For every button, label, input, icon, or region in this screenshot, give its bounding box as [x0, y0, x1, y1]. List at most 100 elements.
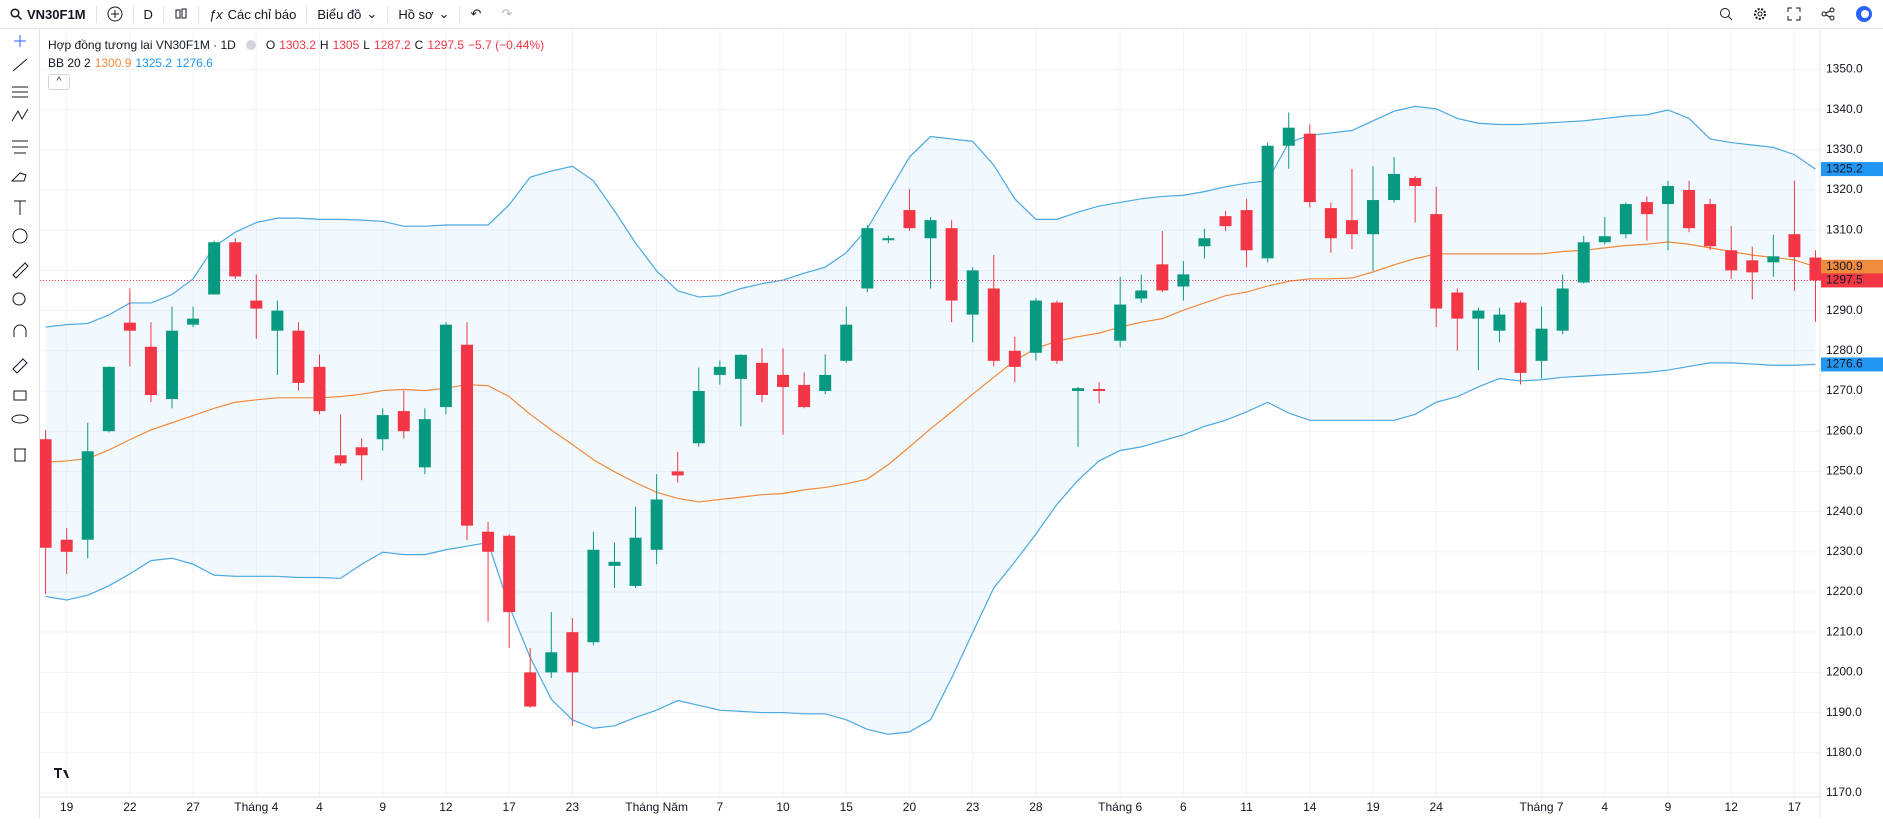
chart-style[interactable]	[164, 5, 199, 23]
share[interactable]	[1811, 5, 1845, 23]
emoji-tool[interactable]	[12, 228, 28, 244]
bb-middle: 1300.9	[94, 56, 132, 70]
y-tick-label: 1180.0	[1826, 745, 1862, 759]
indicators[interactable]: ƒx Các chỉ báo	[199, 5, 308, 23]
candle-body	[777, 374, 790, 387]
symbol: VN30F1M	[27, 6, 86, 22]
x-tick-label: 17	[1788, 800, 1802, 814]
candle-body	[566, 632, 579, 673]
visibility-tool[interactable]	[11, 414, 29, 424]
crosshair-tool[interactable]	[14, 35, 26, 47]
candle-body	[1514, 302, 1527, 373]
text-tool[interactable]	[14, 200, 26, 215]
candle-body	[1029, 300, 1042, 353]
candle-body	[334, 455, 347, 464]
fx-icon: ƒx	[208, 6, 223, 22]
bb-upper: 1325.2	[135, 56, 173, 70]
redo[interactable]: ↷	[491, 5, 522, 23]
x-tick-label: 19	[60, 800, 74, 814]
candle-body	[313, 366, 326, 412]
close-key: C	[414, 38, 424, 52]
trash-tool[interactable]	[14, 448, 26, 462]
watermark-logo	[54, 768, 69, 778]
candle-body	[1388, 173, 1401, 201]
candle-body	[671, 471, 684, 476]
candle-body	[1746, 260, 1759, 273]
candle-body	[1072, 388, 1085, 391]
candle-body	[1704, 204, 1717, 247]
legend-title: Hợp đồng tương lai VN30F1M · 1D	[48, 38, 236, 52]
price-tag	[1821, 357, 1883, 372]
candle-body	[903, 210, 916, 229]
candle-body	[208, 242, 221, 295]
price-tag-label: 1300.9	[1826, 259, 1863, 273]
undo[interactable]: ↶	[460, 5, 491, 23]
collapse-button[interactable]: ^	[48, 74, 70, 90]
candle-body	[1409, 177, 1422, 186]
candle-body	[1282, 127, 1295, 146]
lock-tool[interactable]	[13, 390, 27, 401]
chart-menu[interactable]: Biểu đồ ⌄	[307, 5, 389, 23]
ruler-tool[interactable]	[12, 262, 29, 279]
magnet-tool[interactable]	[13, 324, 27, 337]
lock-draw-tool[interactable]	[12, 358, 28, 374]
y-tick-label: 1260.0	[1826, 423, 1863, 437]
settings[interactable]	[1743, 5, 1777, 23]
logo[interactable]	[1845, 5, 1883, 23]
candle-body	[734, 354, 747, 379]
y-tick-label: 1220.0	[1826, 584, 1863, 598]
pattern-tool[interactable]	[11, 108, 29, 122]
fullscreen-icon	[1787, 7, 1801, 21]
fullscreen[interactable]	[1777, 5, 1811, 23]
zoom-tool[interactable]	[12, 292, 26, 306]
x-tick-label: 12	[439, 800, 453, 814]
candle-body	[60, 539, 73, 552]
candle-body	[355, 447, 368, 456]
projection-tool[interactable]	[12, 140, 28, 154]
y-tick-label: 1350.0	[1826, 62, 1863, 76]
tool-icons	[10, 35, 29, 462]
y-tick-label: 1280.0	[1826, 343, 1863, 357]
open-key: O	[265, 38, 276, 52]
candle-body	[1008, 350, 1021, 367]
plus-icon	[107, 6, 123, 22]
candle-icon	[175, 8, 187, 19]
y-tick-label: 1330.0	[1826, 142, 1863, 156]
close-value: 1297.5	[427, 38, 465, 52]
y-tick-label: 1170.0	[1826, 785, 1862, 799]
add-symbol[interactable]	[97, 5, 134, 23]
brush-tool[interactable]	[10, 172, 27, 182]
price-tag	[1821, 273, 1883, 288]
y-tick-label: 1340.0	[1826, 102, 1863, 116]
status-dot	[245, 40, 256, 50]
symbol-search[interactable]: VN30F1M	[0, 5, 97, 23]
candle-body	[1535, 328, 1548, 361]
indicators-label: Các chỉ báo	[227, 6, 297, 22]
candle-body	[102, 366, 115, 432]
candle-body	[39, 439, 52, 548]
candle-body	[1367, 200, 1380, 235]
profile-menu[interactable]: Hồ sơ ⌄	[388, 5, 461, 23]
candle-body	[1093, 388, 1106, 391]
trend-line-tool[interactable]	[12, 58, 28, 72]
candle-body	[461, 344, 473, 526]
price-tag	[1821, 259, 1883, 274]
band-fill	[45, 106, 1816, 735]
candle-body	[1324, 208, 1337, 239]
candle-body	[1556, 288, 1569, 331]
x-tick-label: 11	[1240, 800, 1253, 814]
open-value: 1303.2	[279, 38, 316, 52]
candle-body	[1640, 202, 1653, 215]
candle-body	[1219, 216, 1232, 227]
candle-body	[882, 238, 895, 241]
zoom-tool[interactable]	[1709, 5, 1743, 23]
x-tick-label: 22	[123, 800, 137, 814]
candle-body	[1451, 292, 1464, 319]
x-tick-label: 24	[1430, 800, 1444, 814]
x-tick-label: Tháng Năm	[625, 800, 688, 814]
candle-body	[1472, 310, 1485, 319]
fib-tool[interactable]	[12, 86, 28, 98]
interval[interactable]: D	[134, 5, 164, 23]
price-tag-label: 1297.5	[1826, 273, 1863, 287]
